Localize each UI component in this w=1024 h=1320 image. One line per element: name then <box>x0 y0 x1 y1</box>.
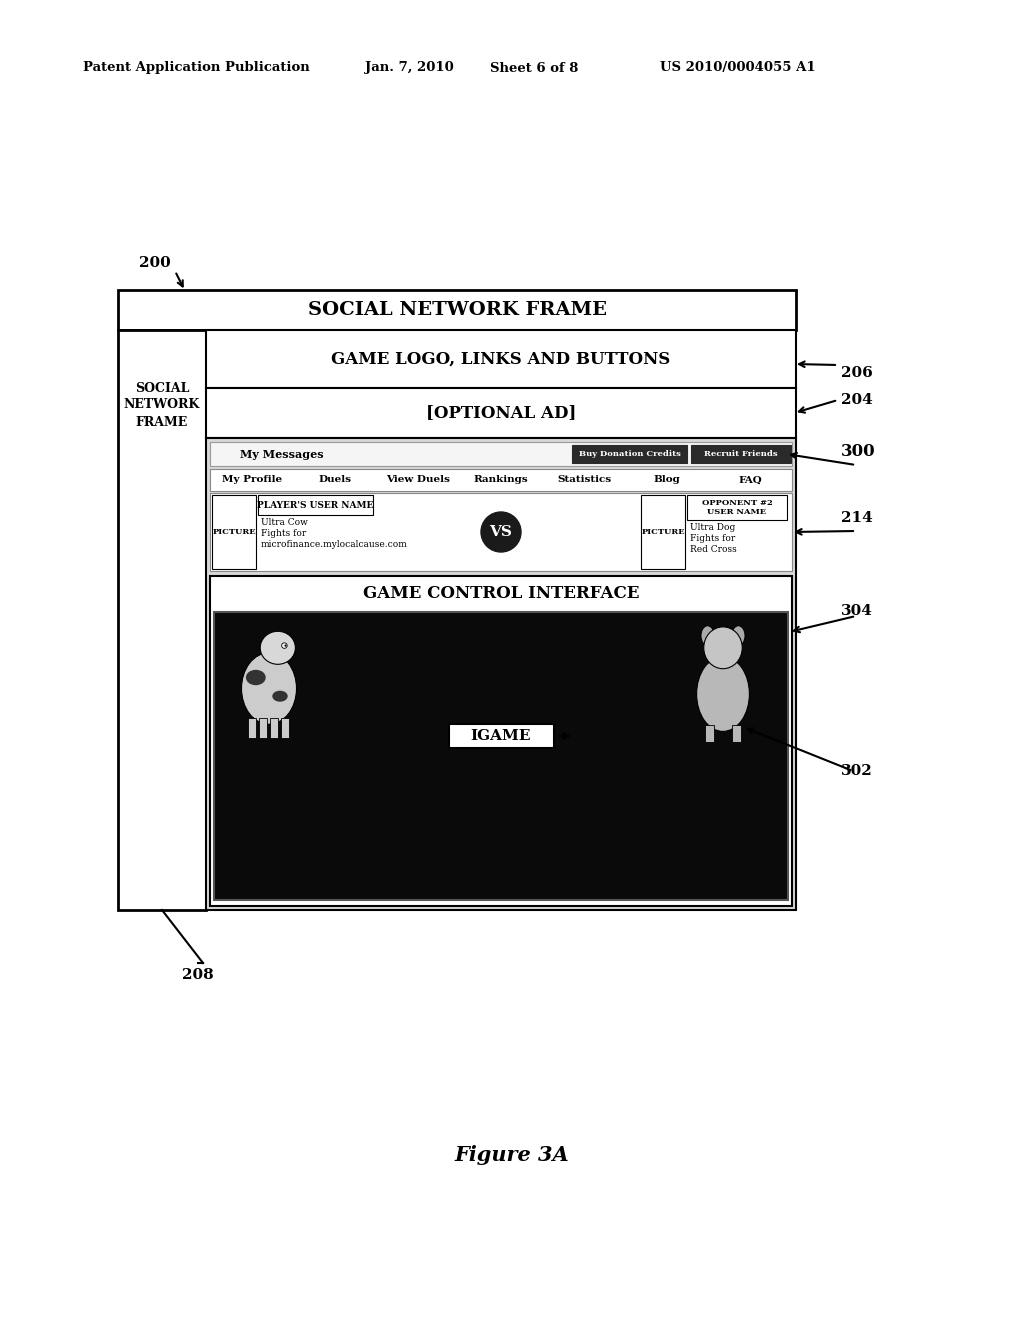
Ellipse shape <box>260 631 295 664</box>
Text: 300: 300 <box>841 444 876 461</box>
Text: My Profile: My Profile <box>221 475 282 484</box>
Bar <box>210 492 792 572</box>
Ellipse shape <box>703 627 742 669</box>
Text: Recruit Friends: Recruit Friends <box>705 450 778 458</box>
Ellipse shape <box>732 626 745 645</box>
Ellipse shape <box>696 656 750 731</box>
Bar <box>259 718 267 738</box>
Bar <box>270 718 278 738</box>
Text: Sheet 6 of 8: Sheet 6 of 8 <box>490 62 579 74</box>
Bar <box>210 576 792 906</box>
Text: GAME LOGO, LINKS AND BUTTONS: GAME LOGO, LINKS AND BUTTONS <box>332 351 671 367</box>
Text: 200: 200 <box>139 256 171 271</box>
Text: View Duels: View Duels <box>386 475 450 484</box>
Bar <box>449 723 554 748</box>
Text: 304: 304 <box>841 605 872 618</box>
Text: 208: 208 <box>182 968 214 982</box>
Bar <box>732 725 740 742</box>
Bar <box>118 290 796 330</box>
Text: 302: 302 <box>841 764 872 777</box>
Text: Jan. 7, 2010: Jan. 7, 2010 <box>365 62 454 74</box>
Bar <box>206 330 796 388</box>
Bar <box>691 445 791 463</box>
Text: Patent Application Publication: Patent Application Publication <box>83 62 309 74</box>
Ellipse shape <box>285 644 287 647</box>
Text: 214: 214 <box>841 511 872 525</box>
Bar <box>572 445 687 463</box>
Bar <box>210 469 792 491</box>
Text: SOCIAL
NETWORK
FRAME: SOCIAL NETWORK FRAME <box>124 381 200 429</box>
Text: Ultra Dog
Fights for
Red Cross: Ultra Dog Fights for Red Cross <box>690 523 736 554</box>
Text: Buy Donation Credits: Buy Donation Credits <box>579 450 680 458</box>
Bar <box>206 388 796 438</box>
Text: 204: 204 <box>841 393 872 407</box>
Text: OPPONENT #2
USER NAME: OPPONENT #2 USER NAME <box>701 499 772 516</box>
Bar <box>248 718 256 738</box>
Ellipse shape <box>701 626 714 645</box>
Ellipse shape <box>246 669 265 685</box>
Text: US 2010/0004055 A1: US 2010/0004055 A1 <box>660 62 816 74</box>
Text: FAQ: FAQ <box>738 475 762 484</box>
Bar <box>258 495 373 515</box>
Text: 206: 206 <box>841 366 872 380</box>
Bar <box>210 442 792 466</box>
Ellipse shape <box>282 643 287 648</box>
Text: Figure 3A: Figure 3A <box>455 1144 569 1166</box>
Text: [OPTIONAL AD]: [OPTIONAL AD] <box>426 404 577 421</box>
Bar <box>214 612 788 900</box>
Bar <box>206 438 796 909</box>
Text: Statistics: Statistics <box>557 475 611 484</box>
Text: Rankings: Rankings <box>474 475 528 484</box>
Circle shape <box>481 512 521 552</box>
Bar <box>687 495 787 520</box>
Bar <box>282 718 289 738</box>
Text: VS: VS <box>489 525 512 539</box>
Text: IGAME: IGAME <box>471 729 531 743</box>
Text: SOCIAL NETWORK FRAME: SOCIAL NETWORK FRAME <box>307 301 606 319</box>
Bar <box>212 495 256 569</box>
Text: Duels: Duels <box>318 475 351 484</box>
Text: My Messages: My Messages <box>240 449 324 459</box>
Text: GAME CONTROL INTERFACE: GAME CONTROL INTERFACE <box>362 586 639 602</box>
Bar <box>641 495 685 569</box>
Text: Blog: Blog <box>654 475 681 484</box>
Ellipse shape <box>242 653 297 725</box>
Text: PICTURE: PICTURE <box>641 528 685 536</box>
Ellipse shape <box>272 690 288 702</box>
Text: Ultra Cow
Fights for
microfinance.mylocalcause.com: Ultra Cow Fights for microfinance.myloca… <box>261 517 408 549</box>
Text: PICTURE: PICTURE <box>212 528 256 536</box>
Bar <box>118 330 206 909</box>
Text: PLAYER'S USER NAME: PLAYER'S USER NAME <box>257 500 374 510</box>
Bar <box>706 725 714 742</box>
